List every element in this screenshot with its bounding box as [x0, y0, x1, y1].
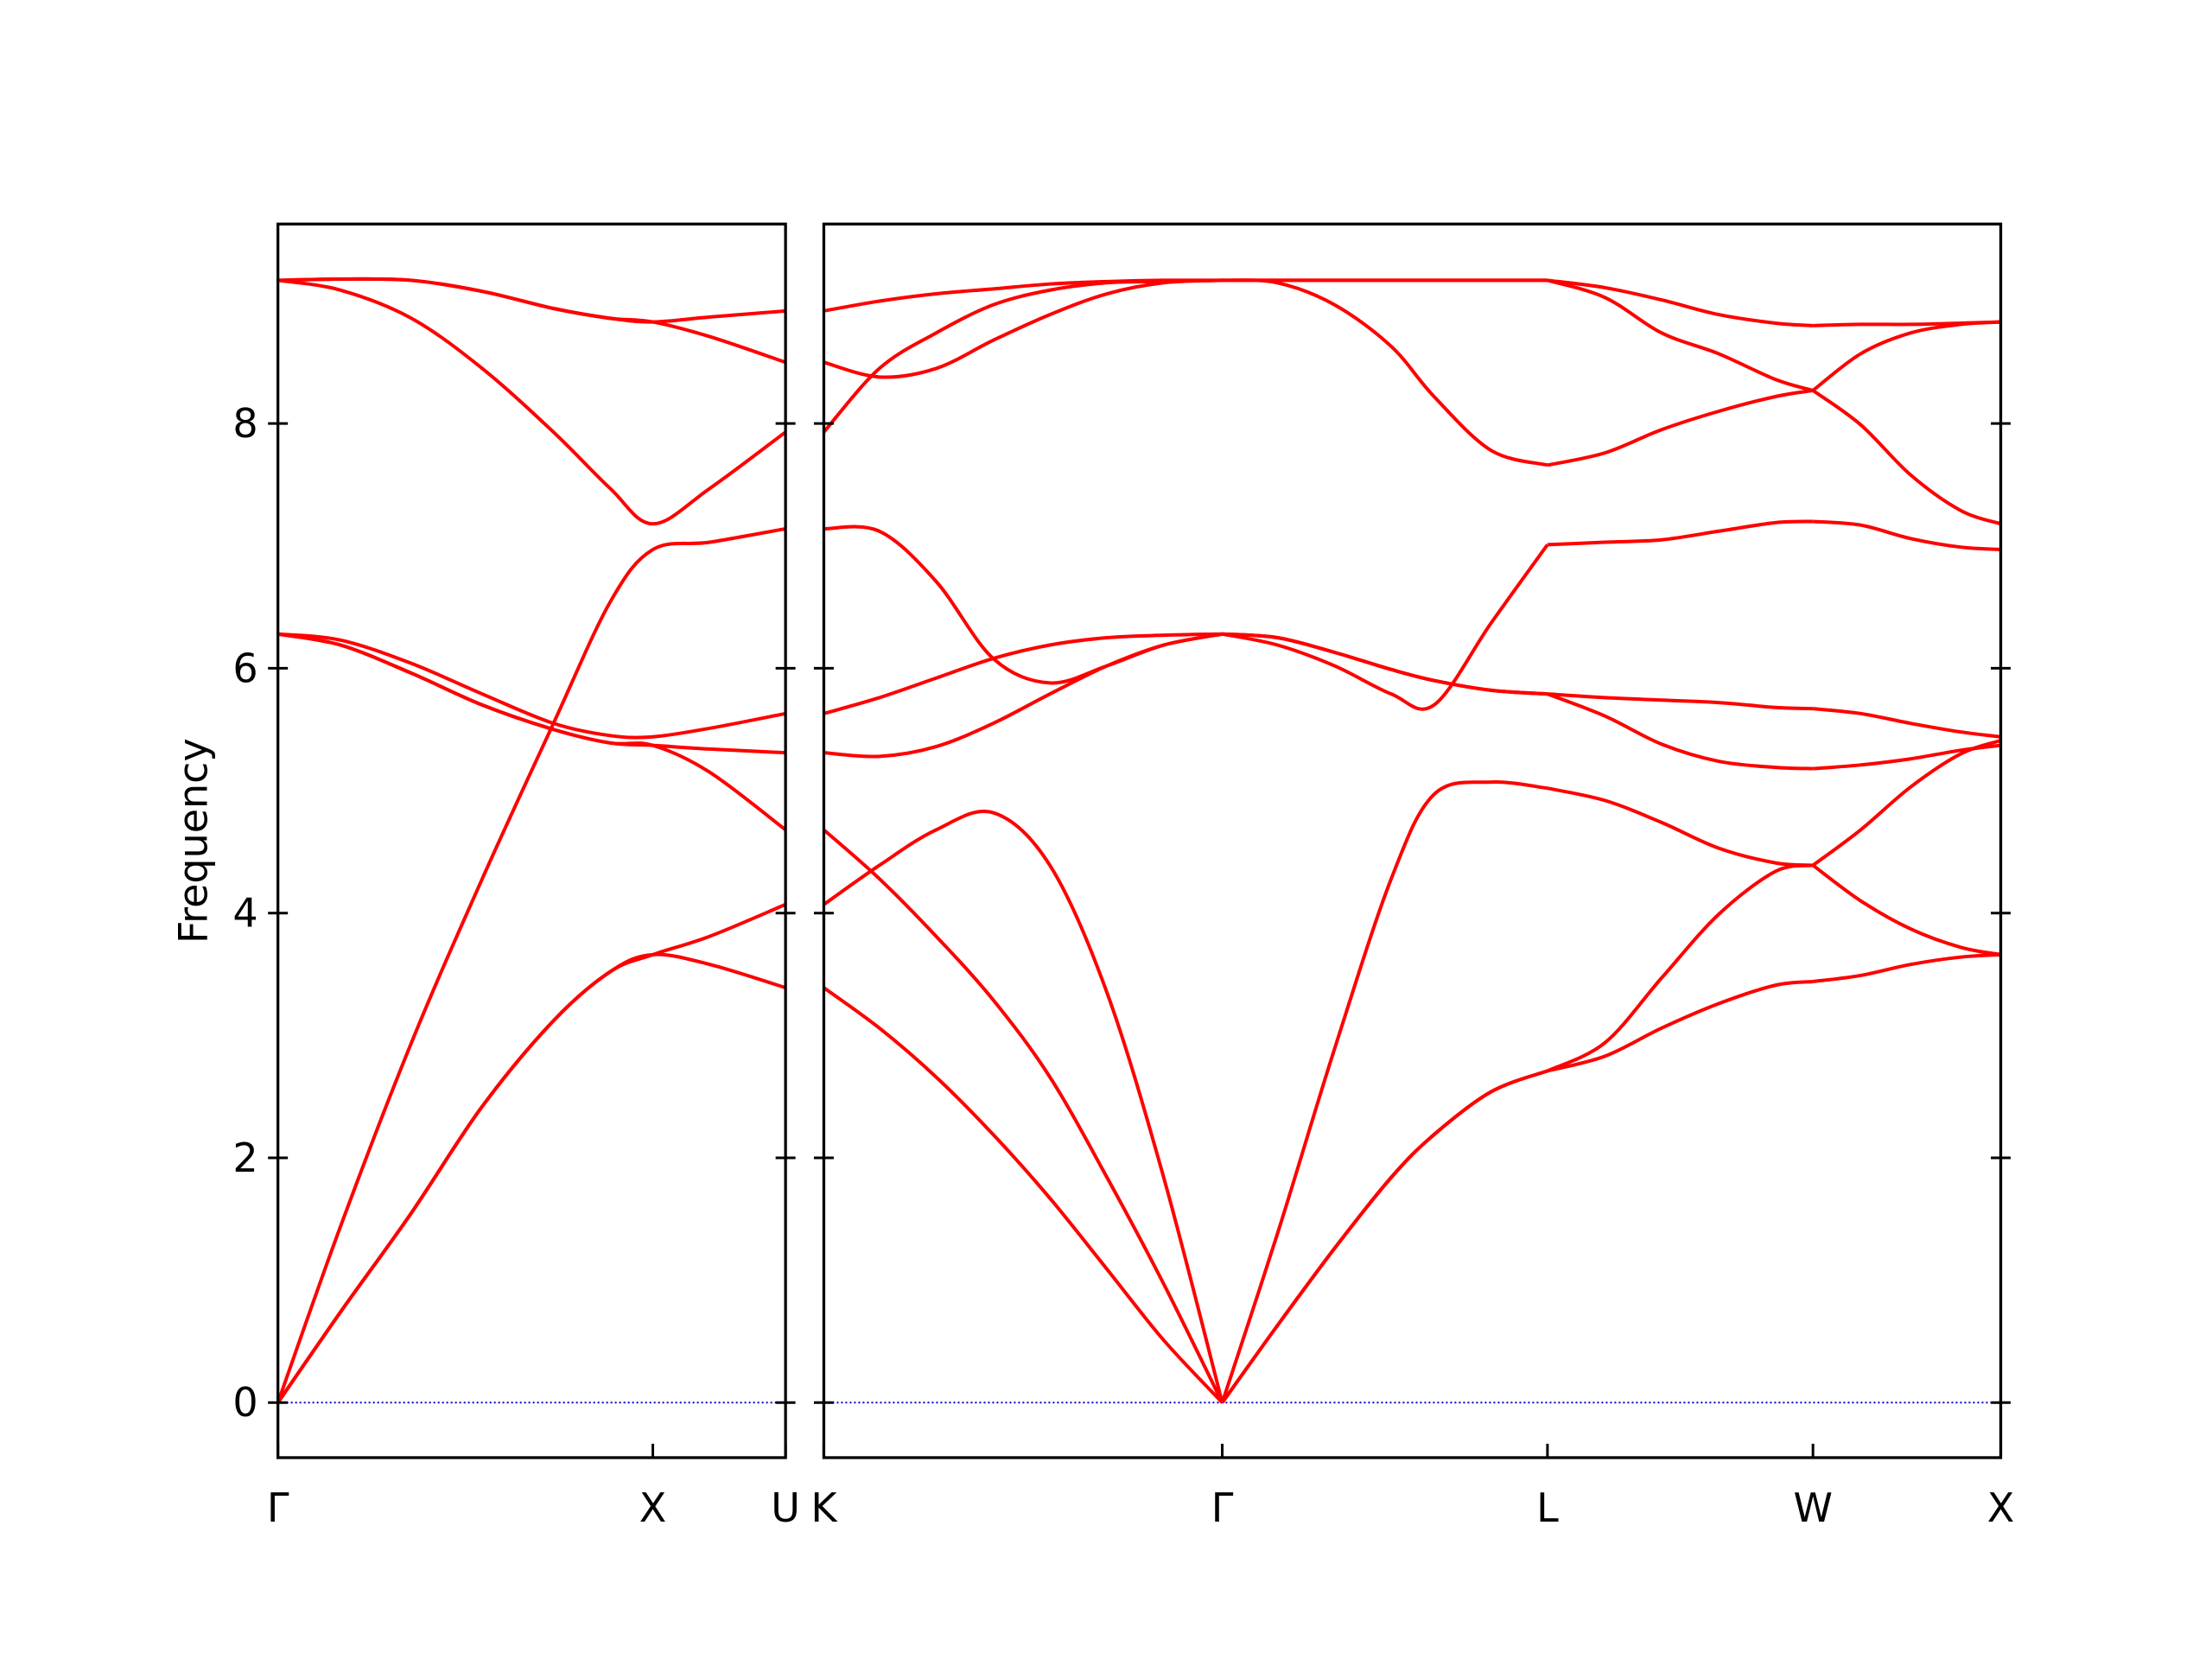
band-line: [1220, 780, 1548, 1403]
band-line: [1547, 692, 1814, 771]
x-tick-label: X: [639, 1484, 667, 1531]
band-line: [823, 632, 1223, 715]
band-line: [823, 810, 1224, 1403]
band-line: [1547, 278, 1814, 327]
band-line: [276, 902, 786, 1404]
band-line: [823, 632, 1223, 759]
band-line: [1813, 519, 2001, 552]
x-tick-label: K: [810, 1484, 838, 1531]
band-line: [1222, 278, 1548, 467]
x-tick-label: U: [771, 1484, 800, 1531]
band-line: [1811, 739, 2002, 868]
band-line: [822, 278, 1223, 434]
x-tick-label: L: [1536, 1484, 1559, 1531]
band-line: [1220, 1069, 1548, 1404]
band-line: [1812, 952, 2001, 983]
band-line: [1547, 519, 1814, 547]
band-line: [1547, 786, 1814, 868]
band-line: [1222, 632, 1548, 696]
band-line: [1547, 278, 1814, 392]
band-line: [1547, 692, 1814, 711]
x-tick-label: W: [1793, 1484, 1832, 1531]
band-line: [1547, 980, 1814, 1073]
plot-frame: [276, 222, 787, 1459]
band-line: [1547, 388, 1814, 467]
band-line: [823, 986, 1224, 1404]
band-line: [823, 278, 1223, 313]
y-tick-label: 4: [232, 890, 257, 937]
band-line: [276, 526, 786, 1403]
band-line: [1547, 863, 1814, 1073]
x-tick-label: Γ: [1211, 1484, 1234, 1531]
x-tick-label: Γ: [267, 1484, 289, 1531]
band-line: [277, 278, 787, 526]
x-tick-label: X: [1987, 1484, 2015, 1531]
band-line: [277, 276, 786, 365]
band-line: [1220, 1069, 1548, 1404]
y-axis-label: Frequency: [170, 738, 217, 944]
band-line: [277, 276, 786, 324]
band-line: [1812, 389, 2002, 526]
band-line: [277, 632, 786, 740]
y-tick-label: 0: [232, 1379, 257, 1426]
plot-frame: [822, 222, 2003, 1459]
band-line: [823, 524, 1223, 685]
band-line: [1811, 320, 2001, 392]
band-line: [1811, 863, 2001, 957]
band-line: [823, 828, 1224, 1404]
y-tick-label: 8: [232, 400, 257, 447]
band-line: [277, 632, 786, 755]
y-tick-label: 6: [232, 645, 257, 691]
y-tick-label: 2: [232, 1135, 257, 1181]
band-line: [276, 952, 786, 1404]
band-line: [823, 278, 1223, 379]
band-line: [277, 632, 787, 831]
band-line: [1812, 707, 2001, 739]
band-line: [1222, 543, 1549, 711]
